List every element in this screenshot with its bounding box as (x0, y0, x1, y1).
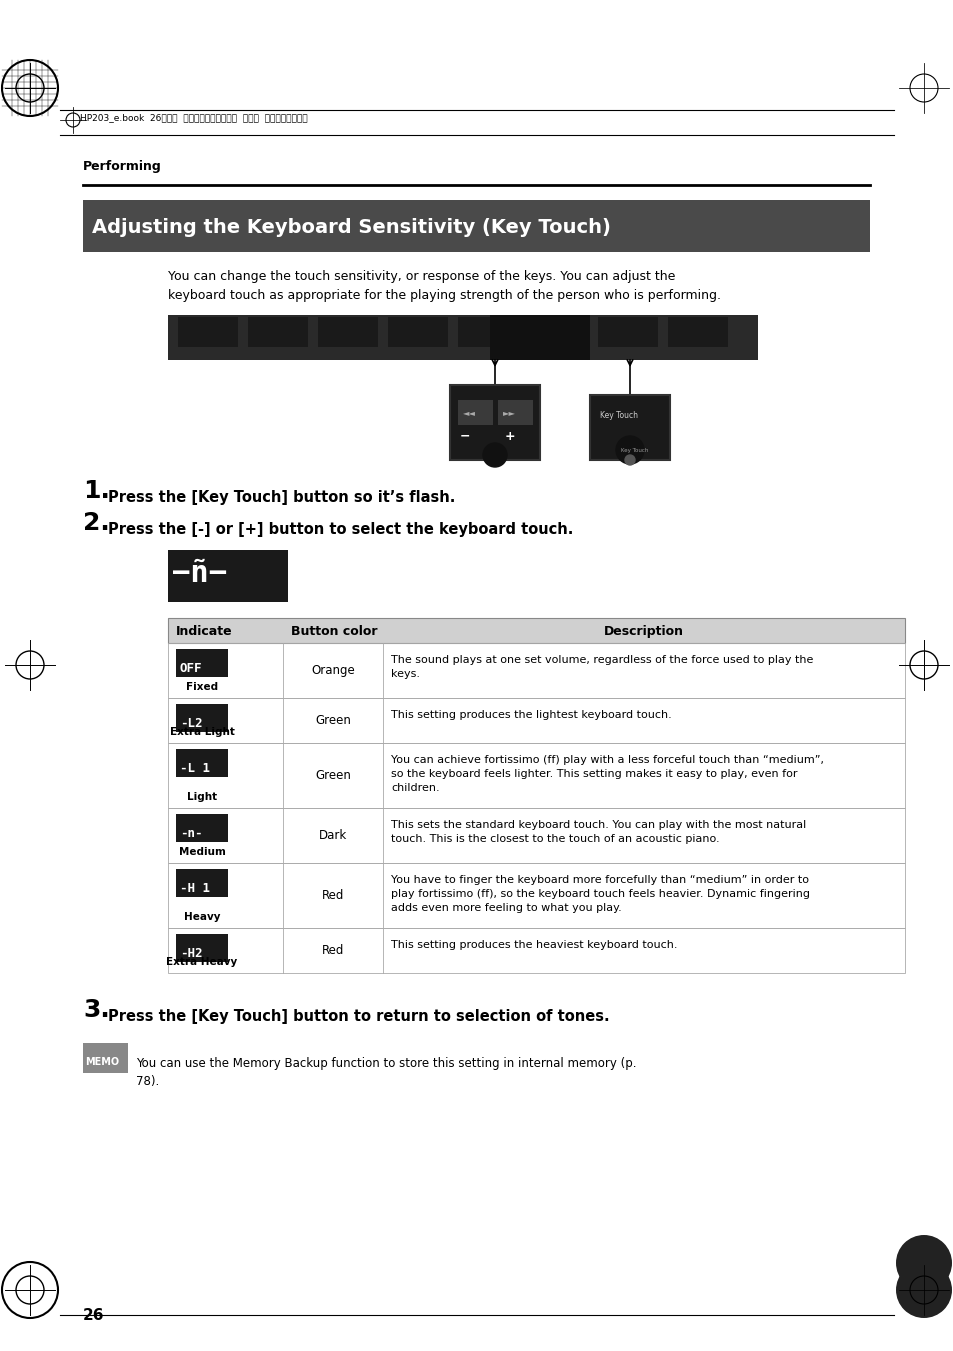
Text: 26: 26 (83, 1308, 105, 1323)
Bar (457, 400, 493, 426)
Text: Medium: Medium (178, 847, 225, 857)
Text: HP203_e.book  26ページ  ２００７年７月１７日  火曜日  午前１０時４６分: HP203_e.book 26ページ ２００７年７月１７日 火曜日 午前１０時４… (80, 113, 307, 122)
Bar (83, 200, 869, 253)
Text: Press the [Key Touch] button to return to selection of tones.: Press the [Key Touch] button to return t… (108, 1009, 609, 1024)
Bar (248, 317, 308, 347)
Text: Press the [Key Touch] button so it’s flash.: Press the [Key Touch] button so it’s fla… (108, 490, 455, 505)
Text: Button color: Button color (291, 626, 377, 638)
Circle shape (616, 436, 643, 463)
Bar (168, 808, 904, 863)
Text: 1.: 1. (83, 480, 110, 503)
Text: -n-: -n- (180, 827, 202, 840)
Bar (175, 815, 228, 842)
Bar (175, 869, 228, 897)
Bar (450, 385, 539, 459)
Text: Light: Light (187, 792, 217, 802)
Bar (178, 317, 237, 347)
Bar (667, 317, 727, 347)
Bar (589, 394, 669, 459)
Text: Red: Red (321, 889, 344, 902)
Text: Fixed: Fixed (186, 682, 218, 692)
Text: Key Touch: Key Touch (599, 411, 638, 420)
Circle shape (482, 443, 506, 467)
Bar (168, 550, 288, 603)
Bar (168, 863, 904, 928)
Text: Description: Description (603, 626, 683, 638)
Bar (317, 317, 377, 347)
Circle shape (895, 1235, 951, 1292)
Bar (168, 743, 904, 808)
Text: You can achieve fortissimo (ff) play with a less forceful touch than “medium”,
s: You can achieve fortissimo (ff) play wit… (391, 755, 823, 793)
Bar (168, 617, 904, 643)
Text: This setting produces the lightest keyboard touch.: This setting produces the lightest keybo… (391, 711, 671, 720)
Bar (175, 934, 228, 962)
Bar (450, 385, 539, 459)
Bar (168, 643, 904, 698)
Text: ◄◄: ◄◄ (462, 408, 476, 417)
Bar (83, 1043, 128, 1073)
Bar (168, 928, 904, 973)
Text: You can change the touch sensitivity, or response of the keys. You can adjust th: You can change the touch sensitivity, or… (168, 270, 720, 303)
Bar (175, 748, 228, 777)
Text: You can use the Memory Backup function to store this setting in internal memory : You can use the Memory Backup function t… (136, 1056, 636, 1088)
Text: The sound plays at one set volume, regardless of the force used to play the
keys: The sound plays at one set volume, regar… (391, 655, 813, 680)
Bar (490, 315, 589, 359)
Text: Heavy: Heavy (184, 912, 220, 921)
Text: -H 1: -H 1 (180, 882, 210, 894)
Text: ►►: ►► (502, 408, 516, 417)
Text: Adjusting the Keyboard Sensitivity (Key Touch): Adjusting the Keyboard Sensitivity (Key … (91, 218, 610, 236)
Text: −ñ−: −ñ− (172, 559, 227, 588)
Bar (175, 704, 228, 732)
Text: 2.: 2. (83, 511, 110, 535)
Text: -L2: -L2 (180, 717, 202, 730)
Bar (589, 394, 669, 459)
Bar (598, 317, 658, 347)
Text: Green: Green (314, 769, 351, 782)
Text: MEMO: MEMO (85, 1056, 119, 1067)
Text: +: + (504, 430, 515, 443)
Text: −: − (459, 430, 470, 443)
Bar (175, 648, 228, 677)
Text: Extra Light: Extra Light (170, 727, 234, 738)
Bar (168, 928, 904, 973)
Bar (168, 698, 904, 743)
Text: Red: Red (321, 944, 344, 957)
Bar (168, 743, 904, 808)
Bar (388, 317, 448, 347)
Text: Performing: Performing (83, 159, 162, 173)
Text: 3.: 3. (83, 998, 110, 1021)
Text: Extra Heavy: Extra Heavy (166, 957, 237, 967)
Text: Indicate: Indicate (175, 626, 233, 638)
Text: OFF: OFF (180, 662, 202, 676)
Bar (168, 617, 904, 643)
Text: -H2: -H2 (180, 947, 202, 961)
Text: Key Touch: Key Touch (620, 449, 648, 453)
Circle shape (624, 455, 635, 465)
Bar (168, 643, 904, 698)
Circle shape (895, 1262, 951, 1319)
Text: This setting produces the heaviest keyboard touch.: This setting produces the heaviest keybo… (391, 940, 677, 950)
Text: Green: Green (314, 713, 351, 727)
Bar (497, 400, 533, 426)
Text: Orange: Orange (311, 663, 355, 677)
Text: This sets the standard keyboard touch. You can play with the most natural
touch.: This sets the standard keyboard touch. Y… (391, 820, 805, 844)
Bar (457, 317, 517, 347)
Text: -L 1: -L 1 (180, 762, 210, 775)
Text: You have to finger the keyboard more forcefully than “medium” in order to
play f: You have to finger the keyboard more for… (391, 875, 809, 913)
Text: Dark: Dark (318, 830, 347, 842)
Bar (527, 317, 587, 347)
Bar (168, 315, 758, 359)
Bar (168, 863, 904, 928)
Text: Press the [-] or [+] button to select the keyboard touch.: Press the [-] or [+] button to select th… (108, 521, 573, 536)
Bar (168, 808, 904, 863)
Bar (168, 698, 904, 743)
